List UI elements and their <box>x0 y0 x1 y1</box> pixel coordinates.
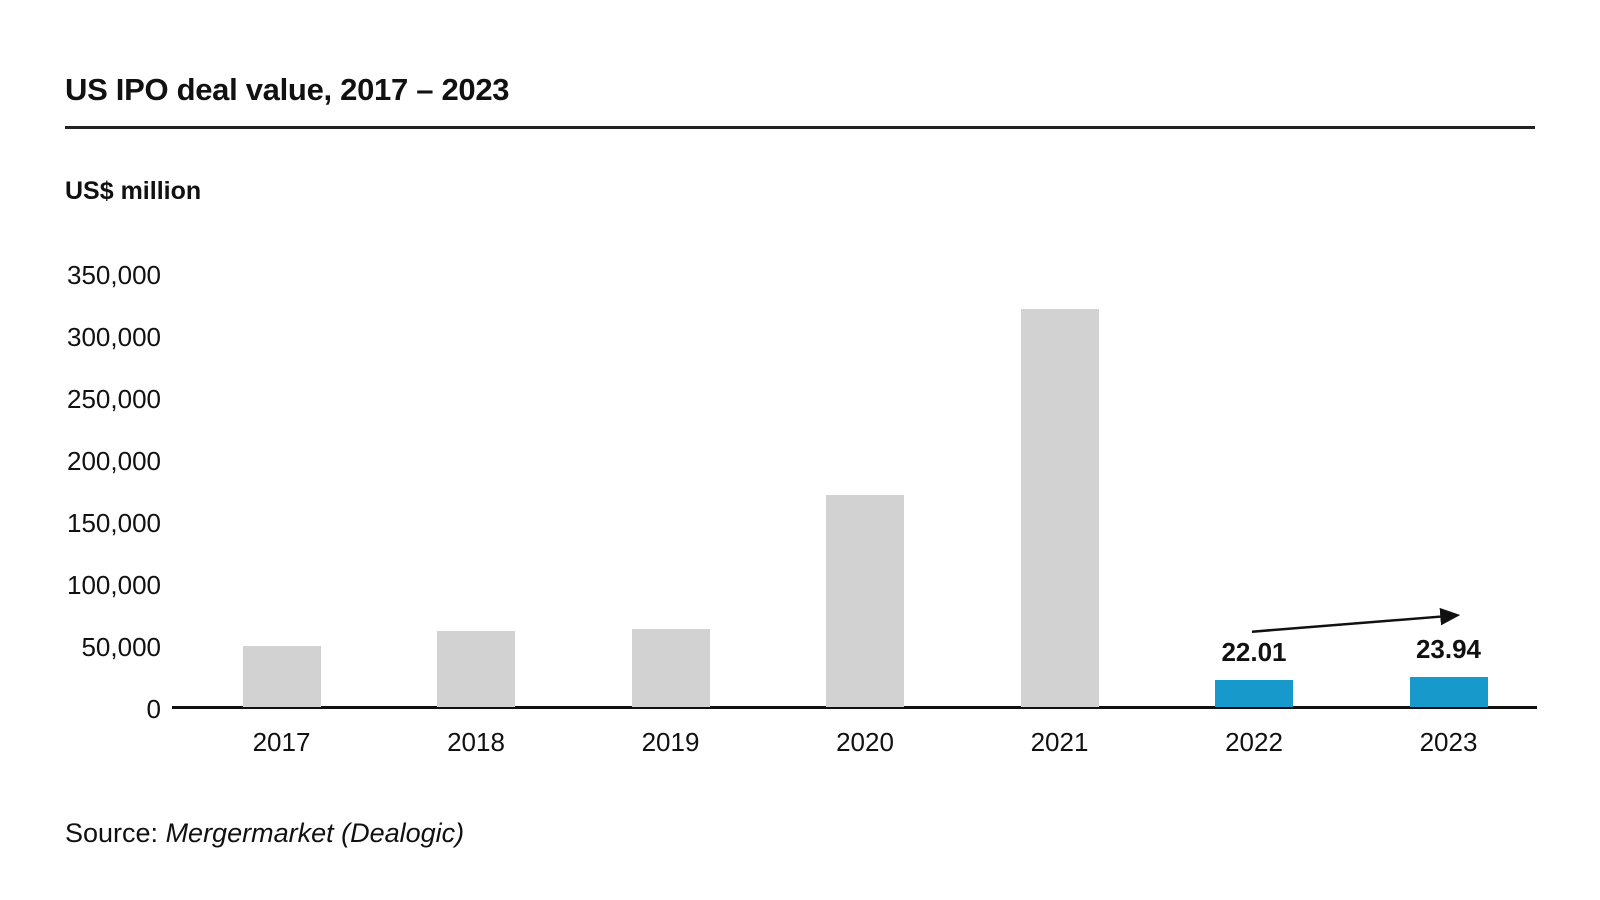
x-axis-tick-label-2020: 2020 <box>836 727 894 757</box>
y-axis-tick-label: 250,000 <box>67 384 161 414</box>
y-axis-unit-label: US$ million <box>65 177 202 205</box>
x-axis-tick-label-2019: 2019 <box>641 727 700 757</box>
y-axis-tick-label: 150,000 <box>67 508 161 538</box>
bar-2018 <box>437 631 515 707</box>
source-prefix: Source: <box>65 818 166 848</box>
bar-2023 <box>1409 677 1488 707</box>
y-axis-tick-label: 50,000 <box>81 632 161 662</box>
x-axis-tick-label-2018: 2018 <box>447 727 505 757</box>
y-axis-tick-label: 200,000 <box>67 446 161 476</box>
bar-2022 <box>1215 679 1293 707</box>
y-axis-tick-label: 0 <box>146 694 161 724</box>
y-axis-tick-label: 300,000 <box>67 322 161 352</box>
x-axis-tick-label-2017: 2017 <box>252 727 311 757</box>
bar-2019 <box>631 628 710 707</box>
bar-2021 <box>1020 308 1099 707</box>
x-axis-tick-label-2023: 2023 <box>1419 727 1478 757</box>
title-rule <box>65 126 1535 129</box>
bar-value-label-2023: 23.94 <box>1415 634 1482 665</box>
plot-area: 22.01 23.94 <box>172 273 1537 709</box>
bar-2020 <box>826 494 904 707</box>
chart-title: US IPO deal value, 2017 – 2023 <box>65 72 510 107</box>
x-axis-tick-label-2021: 2021 <box>1030 727 1089 757</box>
x-axis-line <box>172 706 1537 709</box>
source-line: Source: Mergermarket (Dealogic) <box>65 818 464 849</box>
source-name: Mergermarket (Dealogic) <box>165 818 465 848</box>
bar-2017 <box>242 645 321 707</box>
y-axis-tick-label: 350,000 <box>67 260 161 290</box>
x-axis-tick-label-2022: 2022 <box>1225 727 1283 757</box>
bar-value-label-2022: 22.01 <box>1221 636 1287 667</box>
y-axis-tick-label: 100,000 <box>67 570 161 600</box>
